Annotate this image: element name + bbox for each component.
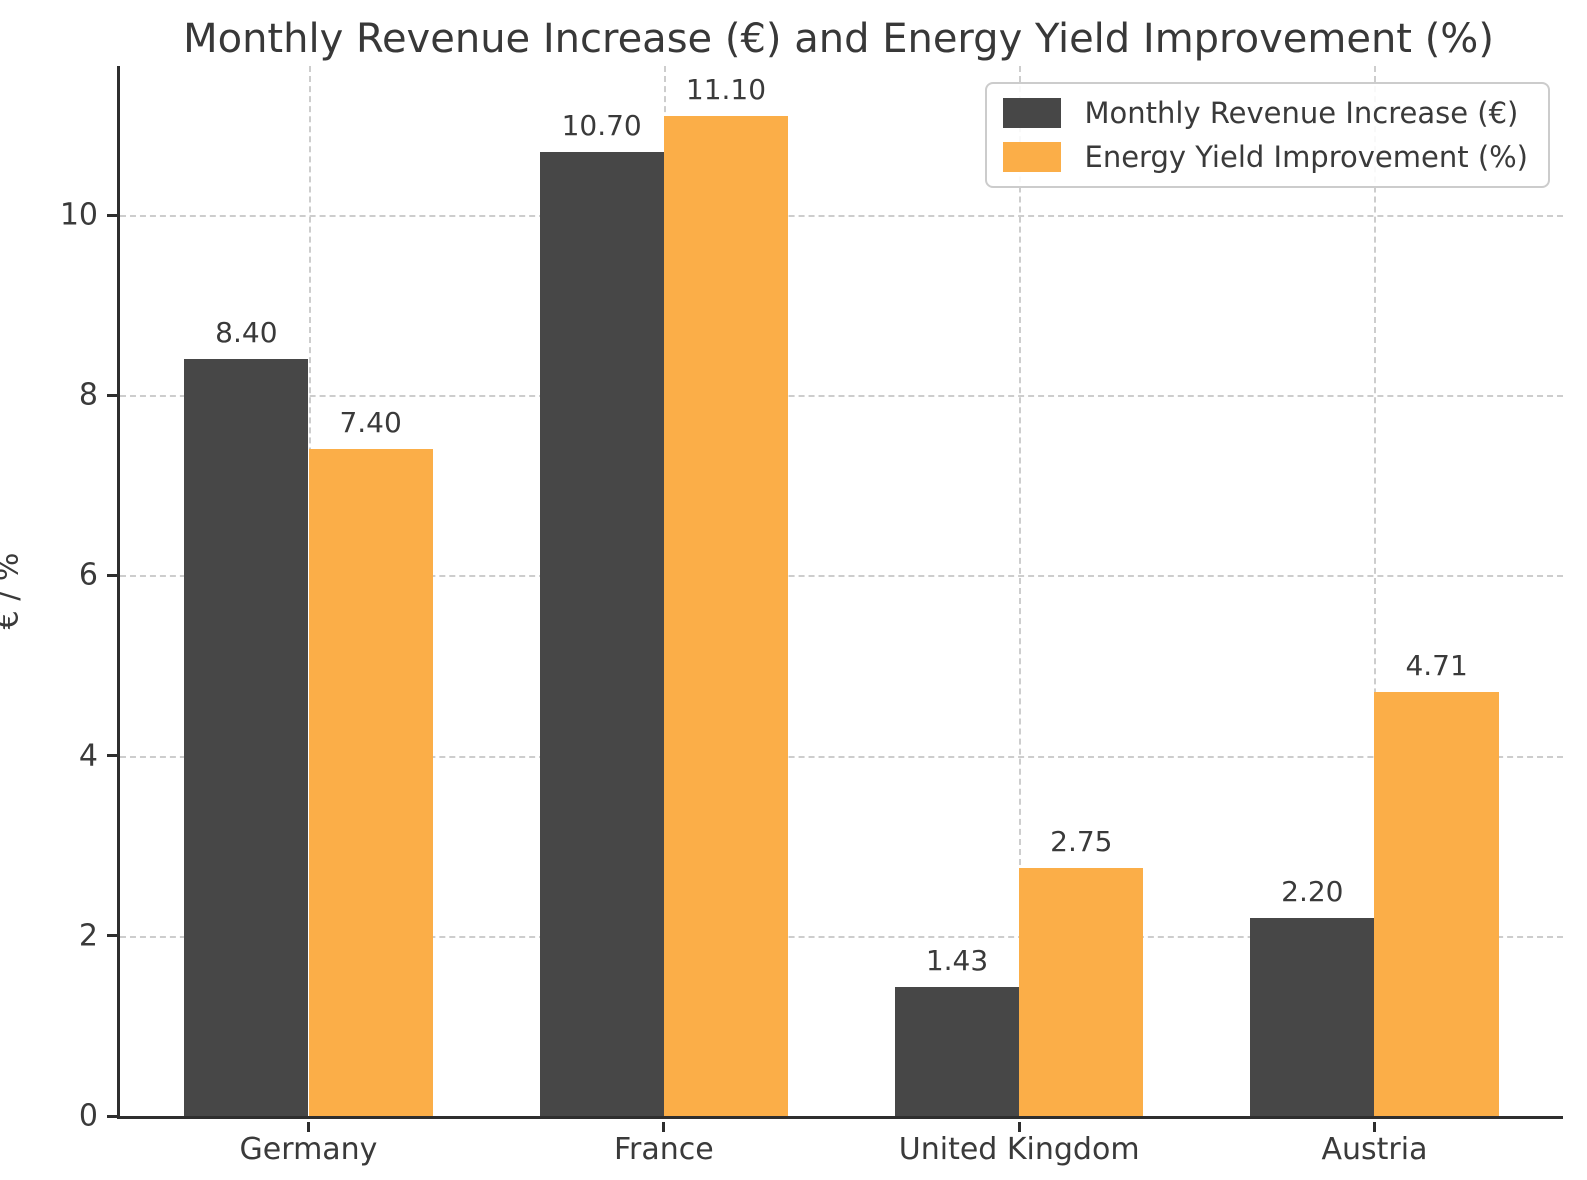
legend-swatch (1002, 142, 1061, 172)
y-tick-label: 4 (78, 738, 98, 774)
y-tick-label: 6 (78, 557, 98, 593)
chart-title: Monthly Revenue Increase (€) and Energy … (183, 16, 1494, 62)
legend-swatch (1002, 98, 1061, 128)
bar-yield (308, 449, 433, 1116)
y-tick-mark (107, 934, 117, 938)
bar-revenue (894, 987, 1020, 1116)
legend-label: Energy Yield Improvement (%) (1084, 140, 1529, 174)
x-tick-label: United Kingdom (898, 1132, 1140, 1167)
h-gridline (120, 215, 1563, 218)
bar-value-label: 10.70 (561, 109, 642, 143)
plot-area: Monthly Revenue Increase (€) Energy Yield… (60, 66, 1563, 1167)
x-tick-mark (1017, 1122, 1021, 1132)
legend: Monthly Revenue Increase (€) Energy Yield… (984, 82, 1550, 188)
bar-value-label: 2.75 (1050, 825, 1113, 859)
bar-yield (1019, 868, 1144, 1116)
bar-value-label: 11.10 (685, 73, 767, 106)
bar-yield (663, 116, 789, 1116)
legend-item: Monthly Revenue Increase (€) (1002, 96, 1529, 130)
h-gridline (120, 935, 1563, 938)
x-tick-label: Austria (1321, 1132, 1428, 1167)
bar-revenue (1250, 917, 1375, 1116)
legend-label: Monthly Revenue Increase (€) (1084, 96, 1519, 130)
y-tick-mark (107, 393, 117, 397)
bar-value-label: 2.20 (1281, 874, 1344, 908)
bar-value-label: 1.43 (925, 944, 989, 978)
bar-value-label: 7.40 (339, 406, 402, 440)
bar-value-label: 8.40 (215, 316, 278, 350)
h-gridline (120, 755, 1563, 758)
y-tick-label: 2 (78, 918, 98, 954)
y-tick-mark (107, 754, 117, 758)
bar-revenue (184, 359, 309, 1116)
y-tick-label: 0 (78, 1098, 98, 1134)
h-gridline (120, 575, 1563, 578)
y-axis-label: € / % (0, 553, 26, 630)
h-gridline (120, 395, 1563, 398)
bar-yield (1374, 691, 1499, 1116)
y-tick-mark (107, 573, 117, 577)
y-tick-label: 8 (78, 377, 98, 413)
x-tick-label: France (613, 1132, 714, 1167)
x-tick-mark (1372, 1122, 1376, 1132)
v-gridline (1019, 66, 1022, 1116)
x-tick-label: Germany (239, 1132, 378, 1167)
legend-item: Energy Yield Improvement (%) (1002, 140, 1529, 174)
bar-revenue (539, 152, 664, 1116)
x-tick-mark (662, 1122, 666, 1132)
y-tick-mark (107, 1114, 117, 1118)
y-tick-label: 10 (59, 197, 98, 233)
y-tick-mark (107, 213, 117, 217)
x-tick-mark (307, 1122, 310, 1132)
bar-value-label: 4.71 (1405, 648, 1468, 682)
v-gridline (1374, 66, 1377, 1116)
